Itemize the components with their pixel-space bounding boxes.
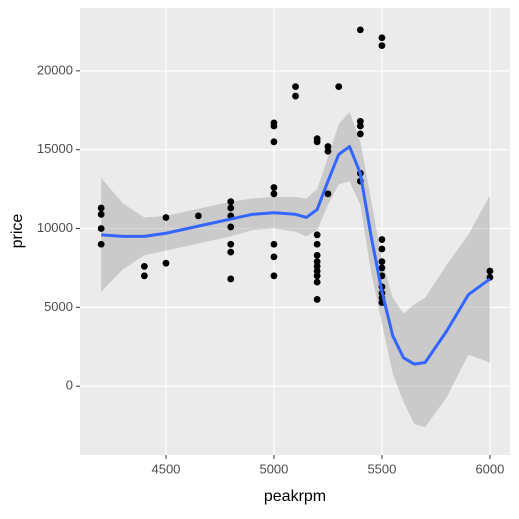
point bbox=[97, 204, 105, 212]
point bbox=[270, 272, 278, 280]
y-tick-label: 10000 bbox=[37, 220, 73, 235]
point bbox=[324, 147, 332, 155]
point bbox=[356, 117, 364, 125]
point bbox=[270, 240, 278, 248]
point bbox=[140, 262, 148, 270]
point bbox=[324, 190, 332, 198]
point bbox=[270, 190, 278, 198]
point bbox=[270, 184, 278, 191]
x-tick-label: 6000 bbox=[475, 461, 504, 476]
point bbox=[227, 240, 235, 248]
point bbox=[227, 198, 235, 206]
point bbox=[227, 223, 235, 231]
point bbox=[486, 267, 494, 275]
point bbox=[356, 122, 364, 130]
point bbox=[378, 34, 386, 42]
point bbox=[97, 240, 105, 248]
x-axis-title: peakrpm bbox=[264, 488, 326, 505]
point bbox=[378, 236, 386, 243]
x-tick-label: 5000 bbox=[259, 461, 288, 476]
point bbox=[270, 122, 278, 130]
point bbox=[313, 258, 321, 266]
point bbox=[356, 26, 364, 34]
point bbox=[313, 296, 321, 303]
point bbox=[313, 240, 321, 248]
point bbox=[324, 143, 332, 150]
point bbox=[162, 214, 170, 221]
point bbox=[162, 259, 170, 267]
point bbox=[97, 210, 105, 218]
point bbox=[313, 272, 321, 280]
point bbox=[378, 245, 386, 253]
point bbox=[227, 204, 235, 212]
point bbox=[194, 212, 202, 220]
point bbox=[227, 248, 235, 256]
x-tick-label: 4500 bbox=[151, 461, 180, 476]
point bbox=[378, 258, 386, 266]
smooth-line bbox=[101, 145, 491, 366]
point bbox=[292, 92, 299, 100]
point bbox=[313, 251, 321, 259]
point bbox=[140, 272, 148, 280]
point bbox=[313, 231, 321, 239]
point bbox=[378, 264, 386, 272]
panel bbox=[80, 8, 510, 455]
y-tick-label: 5000 bbox=[44, 299, 73, 314]
point bbox=[356, 130, 364, 138]
confidence-band bbox=[101, 111, 490, 428]
point bbox=[227, 275, 235, 283]
x-tick-label: 5500 bbox=[367, 461, 396, 476]
point bbox=[313, 278, 321, 286]
point bbox=[270, 253, 278, 261]
point bbox=[270, 138, 278, 146]
point bbox=[313, 138, 321, 146]
point bbox=[313, 262, 321, 270]
y-tick-label: 20000 bbox=[37, 62, 73, 77]
point bbox=[313, 267, 321, 275]
point bbox=[292, 83, 299, 91]
y-tick-label: 0 bbox=[66, 378, 73, 393]
y-tick-label: 15000 bbox=[37, 141, 73, 156]
point bbox=[378, 42, 386, 50]
y-axis-title: price bbox=[9, 214, 26, 249]
point bbox=[97, 225, 105, 232]
point bbox=[335, 83, 343, 91]
